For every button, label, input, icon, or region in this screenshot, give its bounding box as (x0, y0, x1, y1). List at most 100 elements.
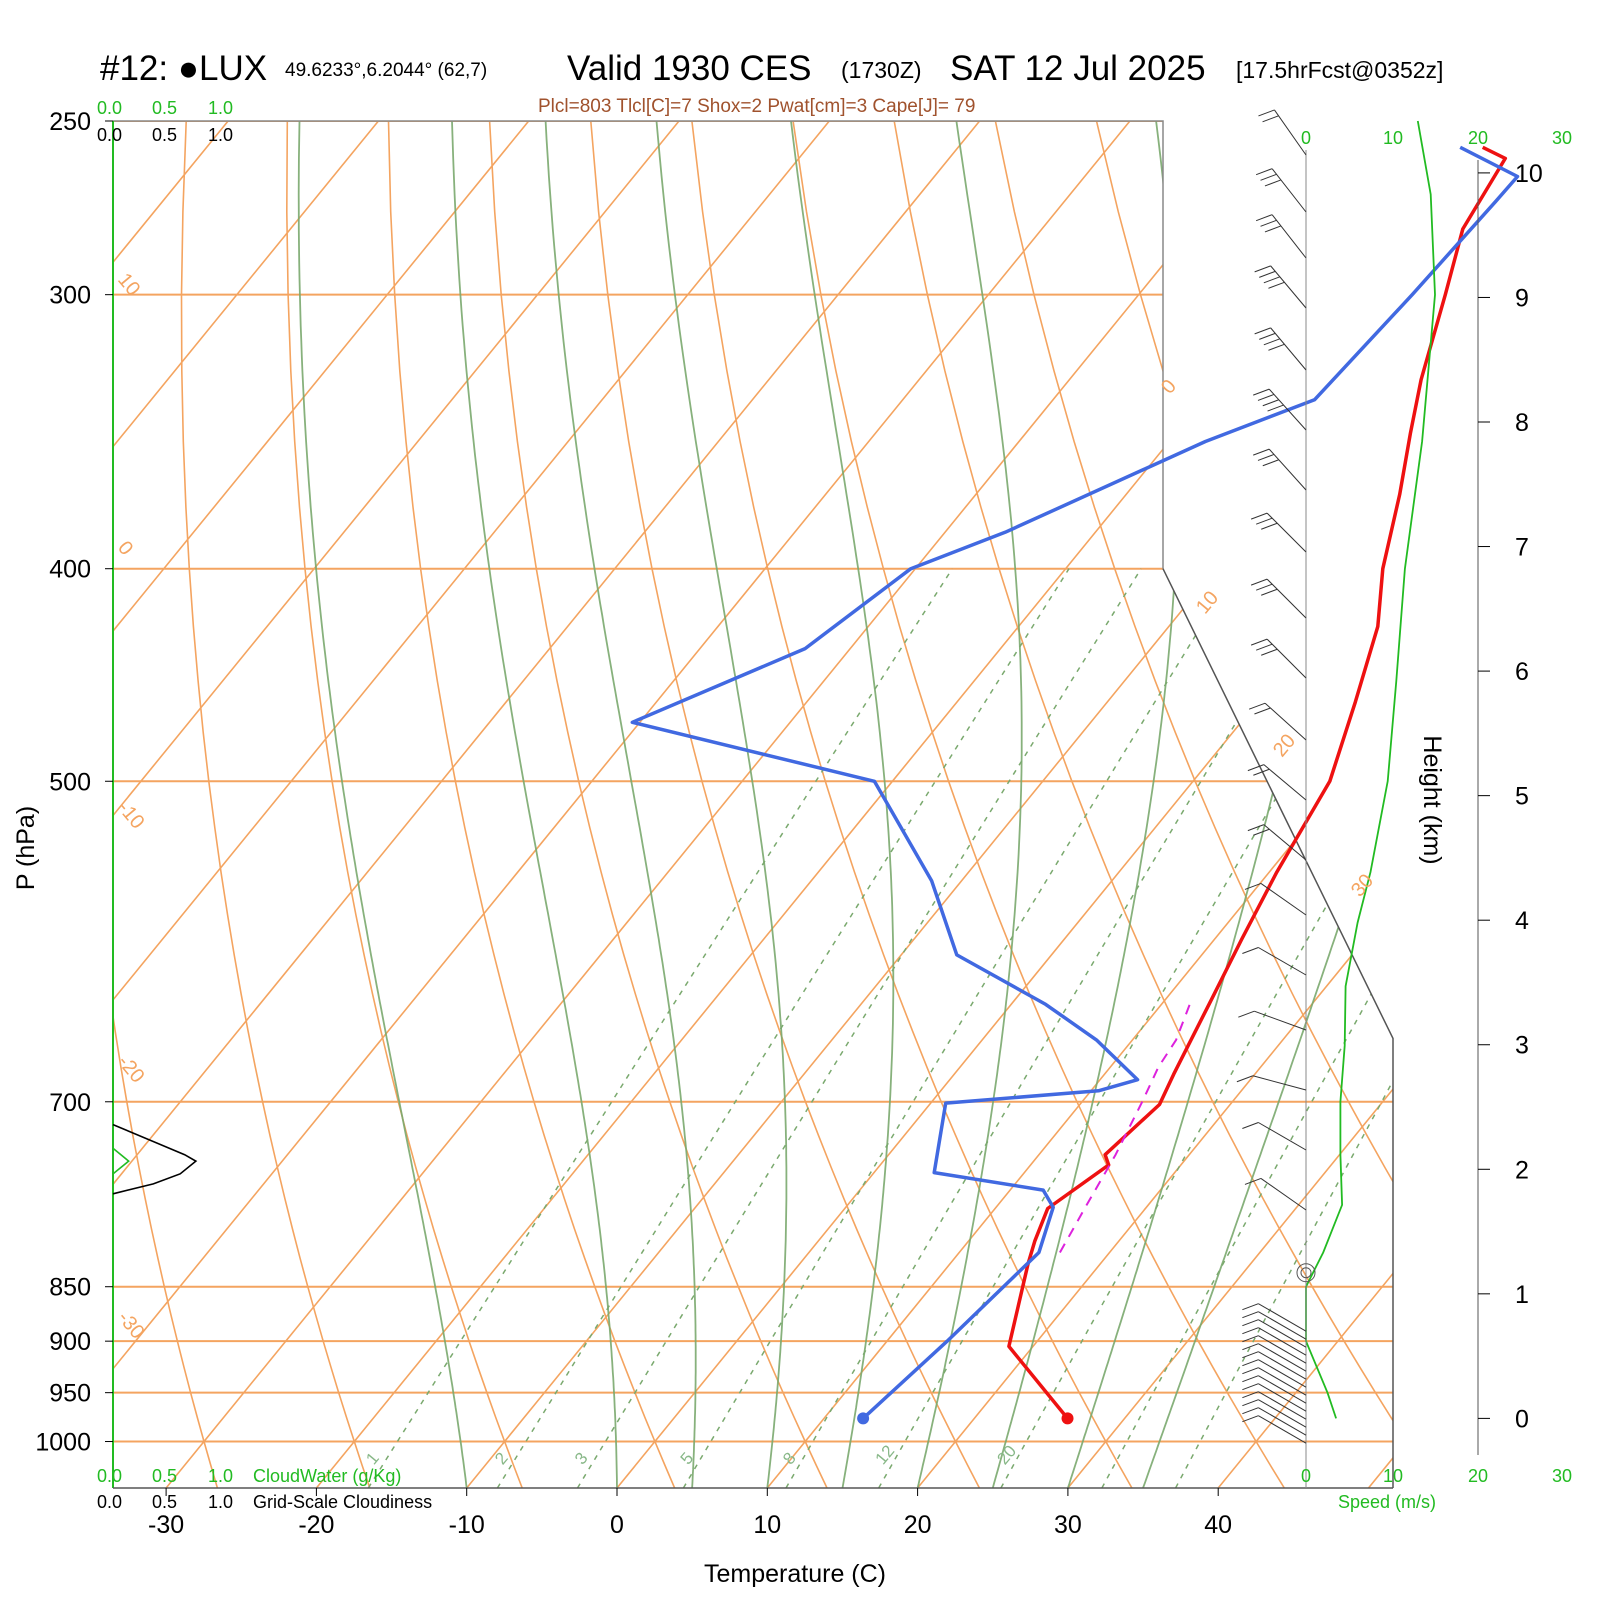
barb-flag (1238, 1010, 1255, 1018)
barb-flag (1254, 265, 1271, 273)
x-tick-label: 30 (1054, 1511, 1082, 1539)
barb-flag (1244, 882, 1262, 890)
isotherm-line (165, 121, 1281, 1488)
moist-adiabat-line (451, 121, 618, 1488)
barb-staff (1258, 1415, 1307, 1444)
isotherm-label: -30 (113, 1307, 148, 1343)
wind-barb (1242, 1391, 1307, 1420)
wind-barb (1242, 1327, 1307, 1356)
mixing-ratio-line (1174, 568, 1393, 1488)
wind-barb (1254, 265, 1307, 309)
wind-barb (1242, 1383, 1307, 1412)
dry-adiabat-line (994, 121, 1393, 1488)
cloudwater-tick-bottom: 0.0 (97, 1466, 122, 1486)
isotherm-label: 20 (1269, 730, 1300, 761)
barb-staff (1270, 327, 1307, 371)
dry-adiabat-line (590, 121, 981, 1488)
x-tick-label: -20 (298, 1511, 334, 1539)
barb-flag (1255, 517, 1273, 525)
isotherm-label: 0 (1157, 376, 1181, 399)
isotherm-line (916, 121, 1393, 1488)
surface-dewpoint-dot (857, 1412, 870, 1425)
barb-flag (1253, 828, 1270, 836)
x-tick-label: 0 (610, 1511, 624, 1539)
speed-tick-top: 0 (1301, 128, 1311, 148)
wind-barb (1255, 168, 1307, 213)
dry-adiabat-line (488, 121, 828, 1488)
cloudiness-tick-bottom: 0.0 (97, 1492, 122, 1512)
isotherm-line (466, 121, 1393, 1488)
cloudwater-label: CloudWater (g/Kg) (253, 1466, 401, 1486)
barb-flag (1263, 276, 1281, 284)
cloudwater-tick-top: 0.0 (97, 98, 122, 118)
barb-flag (1255, 214, 1273, 222)
x-tick-label: -10 (449, 1511, 485, 1539)
barb-flag (1242, 1319, 1259, 1327)
isotherm-line (1367, 121, 1393, 1488)
barb-staff (1258, 1367, 1307, 1396)
wind-speed-line (1305, 120, 1436, 1419)
barb-flag (1242, 1399, 1259, 1407)
pressure-tick-label: 700 (49, 1089, 91, 1117)
station-coords: 49.6233°,6.2044° (62,7) (285, 60, 487, 81)
wind-panel (1236, 109, 1436, 1488)
calm-circle (1296, 1263, 1316, 1283)
forecast-info: [17.5hrFcst@0352z] (1236, 57, 1443, 83)
barb-flag (1242, 947, 1259, 954)
wind-barb (1258, 109, 1307, 156)
pressure-tick-label: 300 (49, 282, 91, 310)
cloudiness-tick-bottom: 0.5 (152, 1492, 177, 1512)
barb-staff (1258, 1311, 1307, 1340)
barb-staff (1263, 764, 1307, 801)
barb-staff (1258, 1303, 1307, 1332)
barb-staff (1266, 578, 1307, 619)
barb-flag (1258, 109, 1275, 117)
barb-flag (1244, 1177, 1262, 1185)
barb-flag (1264, 225, 1282, 233)
height-tick-label: 5 (1515, 783, 1529, 811)
barb-flag (1253, 768, 1270, 776)
barb-flag (1242, 1335, 1259, 1343)
isotherm-line (113, 121, 380, 1488)
barb-staff (1264, 702, 1307, 741)
height-tick-label: 2 (1515, 1156, 1529, 1184)
height-tick-label: 3 (1515, 1032, 1529, 1060)
station-id: #12: ●LUX (100, 49, 267, 88)
barb-staff (1258, 1343, 1307, 1372)
barb-flag (1267, 404, 1284, 412)
barb-staff (1258, 1383, 1307, 1412)
speed-tick-bottom: 30 (1552, 1466, 1572, 1486)
wind-barb (1242, 1311, 1307, 1340)
cloud-panel (112, 1123, 198, 1195)
barb-staff (1258, 1399, 1307, 1428)
wind-barb (1242, 947, 1307, 976)
speed-tick-bottom: 10 (1383, 1466, 1403, 1486)
barb-flag (1259, 332, 1276, 340)
cloudwater-tick-bottom: 1.0 (208, 1466, 233, 1486)
wind-barb (1247, 764, 1307, 801)
barb-staff (1258, 1375, 1307, 1404)
wind-barb (1242, 1303, 1307, 1332)
mixing-ratio-line (496, 568, 1070, 1488)
height-tick-label: 6 (1515, 658, 1529, 686)
barb-flag (1261, 522, 1278, 530)
barb-flag (1242, 1391, 1259, 1399)
moist-adiabat-line (297, 121, 468, 1488)
wind-barb (1254, 327, 1307, 371)
barb-flag (1261, 588, 1278, 596)
wind-barb (1250, 638, 1307, 679)
barb-staff (1258, 947, 1307, 976)
dewpoint-line (630, 145, 1520, 1420)
barb-staff (1258, 1407, 1307, 1436)
barb-flag (1259, 270, 1276, 278)
dry-adiabat-line (893, 121, 1393, 1488)
calm-circle (1300, 1267, 1312, 1279)
barb-staff (1271, 168, 1307, 213)
isotherm-label: 0 (113, 537, 137, 560)
barb-flag (1264, 179, 1282, 187)
pressure-tick-label: 850 (49, 1274, 91, 1302)
barb-staff (1271, 214, 1307, 259)
barb-flag (1255, 168, 1273, 176)
barb-staff (1258, 1391, 1307, 1420)
